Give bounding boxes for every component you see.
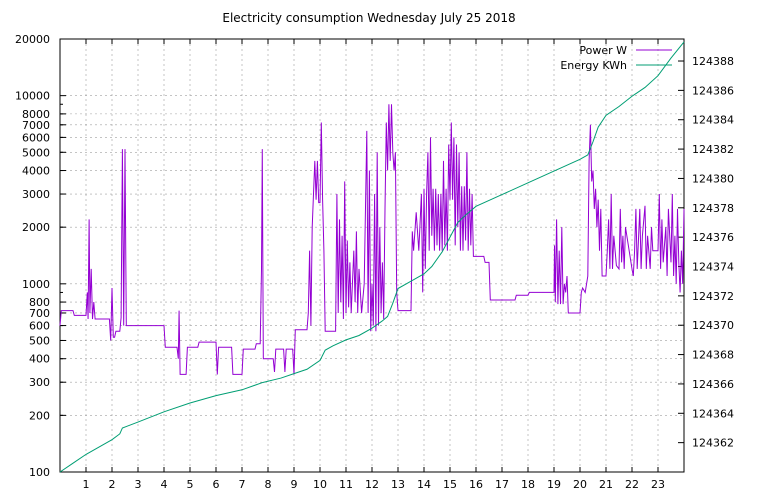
- legend-label: Power W: [579, 44, 627, 57]
- axis-layer: 1 2 3 4 5 6 7 8 9 10 11 12 13 14 15 16 17 18 19 20 21 22 23100…: [15, 33, 734, 491]
- x-tick-label: 20: [573, 478, 587, 491]
- y-left-tick-label: 800: [29, 296, 50, 309]
- y-left-tick-label: 400: [29, 353, 50, 366]
- y-right-tick-label: 124376: [692, 231, 734, 244]
- x-tick-label: 16: [469, 478, 483, 491]
- y-left-tick-label: 700: [29, 307, 50, 320]
- x-tick-label: 14: [417, 478, 431, 491]
- series-line-energy-kwh: [59, 41, 685, 473]
- y-right-tick-label: 124388: [692, 55, 734, 68]
- grid-layer: [60, 38, 684, 473]
- y-right-tick-label: 124382: [692, 143, 734, 156]
- y-right-tick-label: 124380: [692, 172, 734, 185]
- y-left-tick-label: 500: [29, 334, 50, 347]
- x-tick-label: 7: [239, 478, 246, 491]
- x-tick-label: 9: [291, 478, 298, 491]
- y-left-tick-label: 600: [29, 320, 50, 333]
- y-left-tick-label: 8000: [22, 108, 50, 121]
- x-tick-label: 1: [83, 478, 90, 491]
- y-left-tick-label: 100: [29, 466, 50, 479]
- chart-title: Electricity consumption Wednesday July 2…: [222, 11, 515, 25]
- plot-frame: [59, 38, 685, 473]
- x-tick-label: 13: [391, 478, 405, 491]
- y-right-tick-label: 124384: [692, 114, 734, 127]
- x-tick-label: 21: [599, 478, 613, 491]
- y-left-tick-label: 6000: [22, 131, 50, 144]
- series-layer: [59, 41, 685, 473]
- x-tick-label: 6: [213, 478, 220, 491]
- x-tick-label: 2: [109, 478, 116, 491]
- y-left-tick-label: 300: [29, 376, 50, 389]
- x-tick-label: 8: [265, 478, 272, 491]
- y-right-tick-label: 124370: [692, 319, 734, 332]
- y-right-tick-label: 124366: [692, 378, 734, 391]
- x-tick-label: 10: [313, 478, 327, 491]
- y-left-tick-label: 10000: [15, 90, 50, 103]
- x-tick-label: 17: [495, 478, 509, 491]
- y-left-tick-label: 1000: [22, 278, 50, 291]
- y-left-tick-label: 3000: [22, 188, 50, 201]
- x-tick-label: 15: [443, 478, 457, 491]
- y-left-tick-label: 5000: [22, 146, 50, 159]
- y-left-tick-label: 20000: [15, 33, 50, 46]
- y-right-tick-label: 124374: [692, 261, 734, 274]
- y-right-tick-label: 124368: [692, 349, 734, 362]
- x-tick-label: 4: [161, 478, 168, 491]
- y-right-tick-label: 124378: [692, 202, 734, 215]
- x-tick-label: 22: [625, 478, 639, 491]
- x-tick-label: 19: [547, 478, 561, 491]
- series-line-power-w: [59, 104, 685, 375]
- y-left-tick-label: 200: [29, 409, 50, 422]
- y-right-tick-label: 124386: [692, 84, 734, 97]
- legend-label: Energy KWh: [560, 59, 627, 72]
- y-left-tick-label: 2000: [22, 221, 50, 234]
- y-left-tick-label: 4000: [22, 165, 50, 178]
- x-tick-label: 5: [187, 478, 194, 491]
- y-right-tick-label: 124362: [692, 437, 734, 450]
- x-tick-label: 11: [339, 478, 353, 491]
- x-tick-label: 18: [521, 478, 535, 491]
- x-tick-label: 3: [135, 478, 142, 491]
- y-left-tick-label: 7000: [22, 119, 50, 132]
- y-right-tick-label: 124364: [692, 407, 734, 420]
- x-tick-label: 12: [365, 478, 379, 491]
- legend: Power W Energy KWh: [560, 44, 672, 72]
- x-tick-label: 23: [651, 478, 665, 491]
- y-right-tick-label: 124372: [692, 290, 734, 303]
